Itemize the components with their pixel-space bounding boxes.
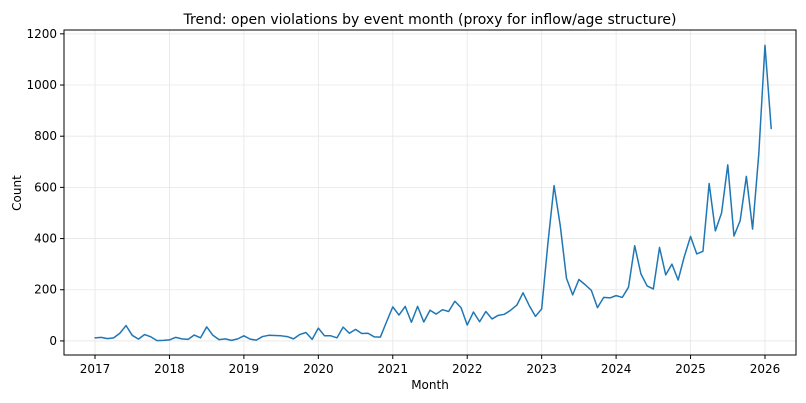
y-tick-label: 1200: [26, 27, 57, 41]
y-tick-label: 0: [49, 334, 57, 348]
x-tick-label: 2025: [675, 362, 706, 376]
x-axis-label: Month: [411, 378, 449, 392]
x-tick-label: 2026: [750, 362, 781, 376]
x-tick-label: 2020: [303, 362, 334, 376]
y-tick-label: 400: [34, 232, 57, 246]
chart-title: Trend: open violations by event month (p…: [183, 12, 677, 28]
x-tick-label: 2019: [229, 362, 260, 376]
series-line: [94, 44, 772, 342]
grid-layer: [64, 30, 796, 355]
x-tick-label: 2017: [80, 362, 111, 376]
y-axis: 0 200 400 600 800 1000 1200: [26, 27, 64, 348]
x-tick-label: 2023: [526, 362, 557, 376]
x-tick-label: 2024: [601, 362, 632, 376]
y-tick-label: 1000: [26, 78, 57, 92]
plot-frame: [63, 29, 797, 356]
y-tick-label: 800: [34, 129, 57, 143]
x-axis: 2017 2018 2019 2020 2021 2022 2023 2024 2025 2026: [80, 355, 781, 376]
series-layer: [94, 44, 772, 342]
x-tick-label: 2021: [378, 362, 409, 376]
y-tick-label: 200: [34, 283, 57, 297]
y-axis-label: Count: [10, 175, 24, 211]
x-tick-label: 2022: [452, 362, 483, 376]
x-tick-label: 2018: [154, 362, 185, 376]
y-tick-label: 600: [34, 180, 57, 194]
